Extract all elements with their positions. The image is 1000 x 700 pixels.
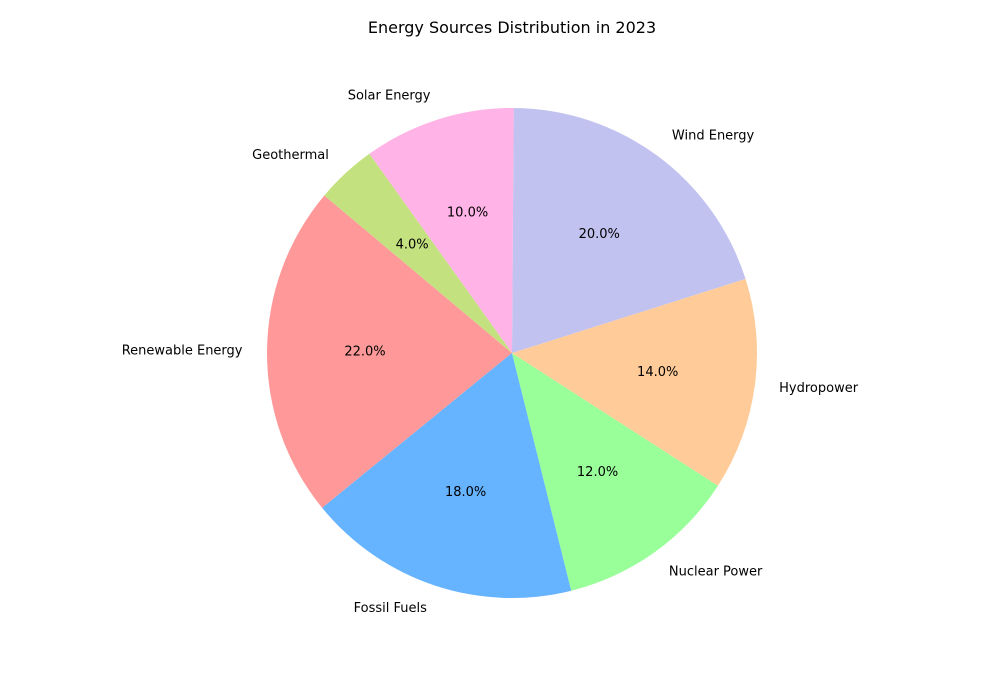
slice-label: Solar Energy [348, 89, 431, 104]
slice-label: Hydropower [779, 381, 859, 396]
slice-percent-label: 12.0% [577, 465, 618, 480]
chart-title: Energy Sources Distribution in 2023 [368, 18, 656, 37]
pie-slice-wind-energy [512, 108, 746, 353]
pie-slice-fossil-fuels [322, 353, 572, 598]
slice-label: Nuclear Power [669, 565, 763, 580]
slice-percent-label: 10.0% [447, 205, 488, 220]
slice-percent-label: 14.0% [637, 365, 678, 380]
slice-label: Wind Energy [672, 129, 755, 144]
pie-slice-nuclear-power [512, 353, 718, 591]
slice-label: Renewable Energy [122, 344, 243, 359]
slice-percent-label: 4.0% [396, 238, 429, 253]
slice-percent-label: 20.0% [579, 227, 620, 242]
pie-slice-geothermal [324, 153, 512, 353]
pie-slices [267, 108, 757, 598]
pie-slice-solar-energy [369, 108, 514, 353]
pie-slice-renewable-energy [267, 195, 512, 508]
slice-label: Fossil Fuels [354, 601, 427, 616]
slice-label: Geothermal [252, 148, 329, 163]
pie-slice-hydropower [512, 278, 757, 486]
slice-percent-label: 18.0% [445, 485, 486, 500]
slice-percent-label: 22.0% [344, 344, 385, 359]
pie-labels: Renewable Energy 22.0% Fossil Fuels 18.0% Nu… [122, 89, 859, 617]
